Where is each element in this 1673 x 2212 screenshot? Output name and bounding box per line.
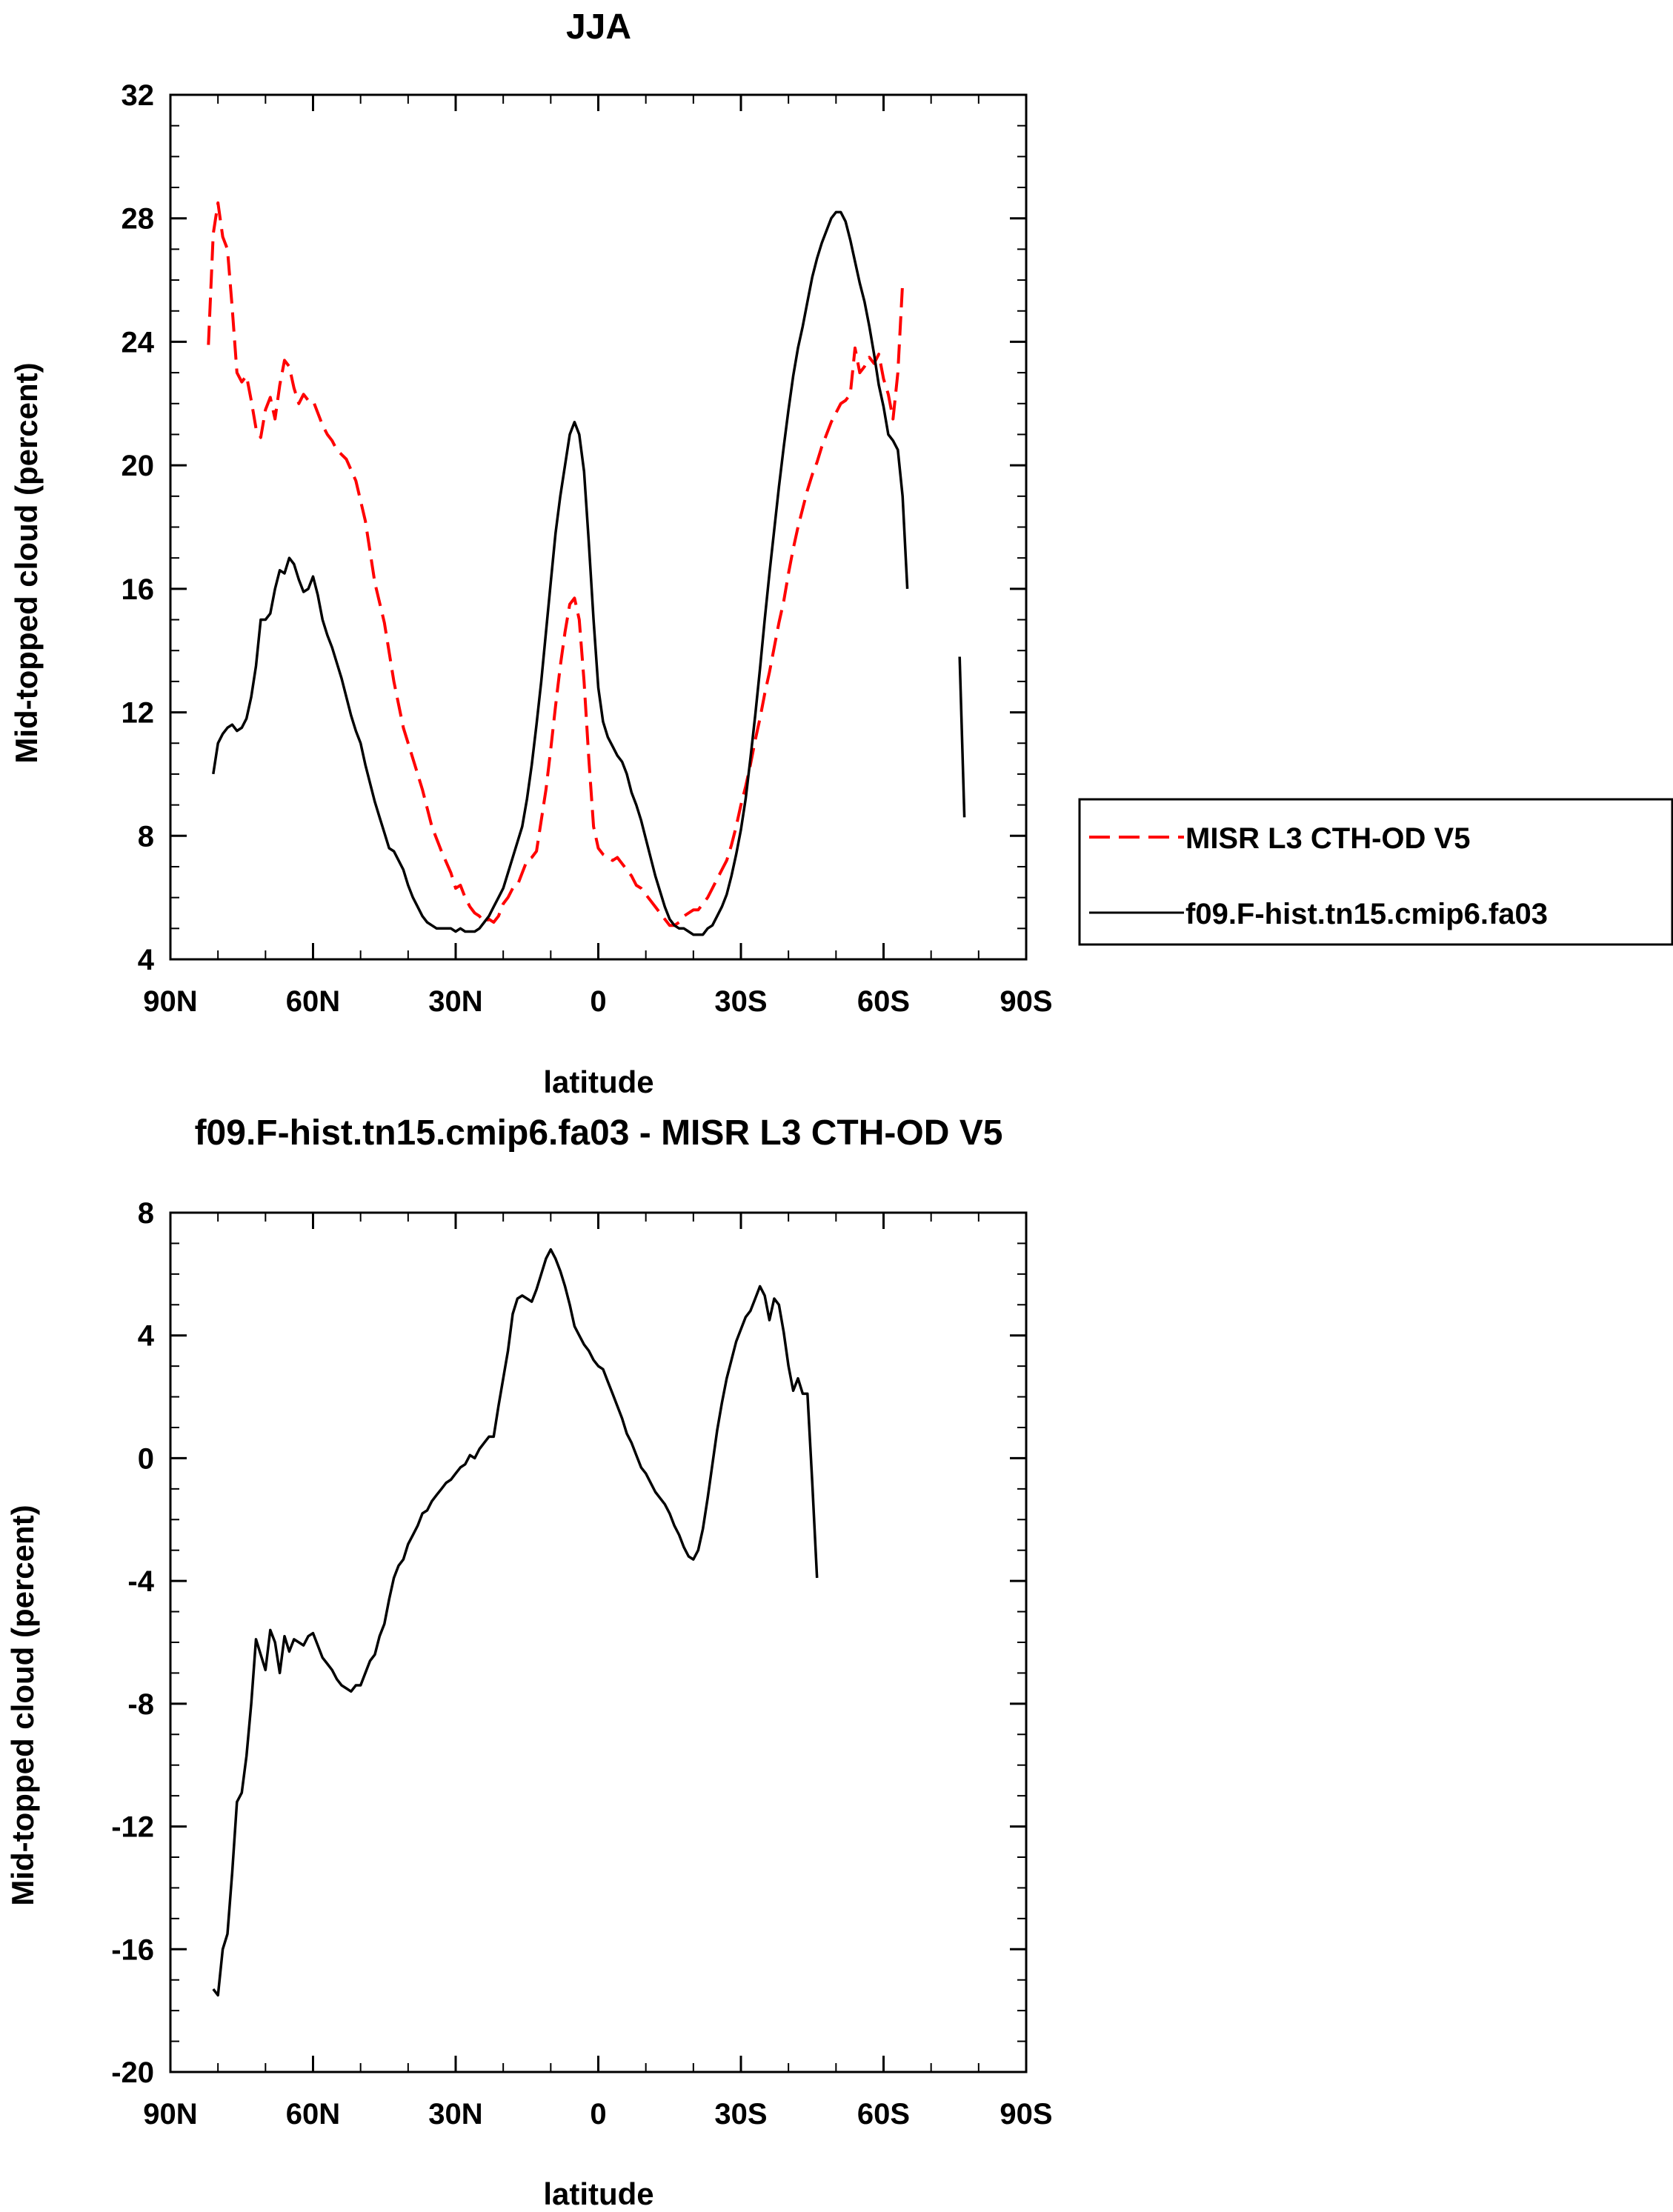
top-y-tick-label: 8 — [138, 820, 154, 853]
bottom-x-tick-label: 90S — [1000, 2098, 1052, 2131]
bottom-x-tick-label: 60S — [857, 2098, 910, 2131]
bottom-y-tick-label: 4 — [138, 1320, 155, 1353]
bottom-x-tick-label: 90N — [143, 2098, 197, 2131]
top-x-tick-label: 90N — [143, 985, 197, 1018]
bottom-panel-series — [212, 1247, 819, 1997]
top-series-line-f09-f-hist-tn15-cmip6-fa03-seg1 — [958, 656, 966, 818]
top-y-tick-label: 16 — [122, 573, 155, 606]
top-y-tick-label: 32 — [122, 79, 155, 112]
top-y-tick-label: 24 — [122, 326, 155, 359]
top-y-axis-label: Mid-topped cloud (percent) — [9, 362, 44, 763]
bottom-panel-title: f09.F-hist.tn15.cmip6.fa03 - MISR L3 CTH… — [195, 1113, 1003, 1153]
bottom-y-tick-label: -4 — [127, 1565, 154, 1598]
top-x-axis-label: latitude — [543, 1065, 653, 1099]
top-y-tick-label: 20 — [122, 450, 155, 482]
legend-label-misr: MISR L3 CTH-OD V5 — [1185, 822, 1470, 855]
bottom-y-tick-label: -8 — [127, 1688, 154, 1721]
top-panel-ticks: 90N 60N 30N 0 30S 60S 90S 4 8 12 16 20 24 28 32 — [122, 79, 1053, 1018]
top-x-tick-label: 60N — [286, 985, 340, 1018]
bottom-x-tick-label: 30N — [428, 2098, 482, 2131]
top-x-tick-label: 90S — [1000, 985, 1052, 1018]
bottom-y-tick-label: -20 — [111, 2056, 154, 2089]
bottom-y-tick-label: -16 — [111, 1933, 154, 1966]
top-panel-series — [207, 201, 966, 936]
bottom-y-tick-label: -12 — [111, 1811, 154, 1844]
bottom-x-axis-label: latitude — [543, 2176, 653, 2211]
top-y-tick-label: 28 — [122, 203, 155, 236]
top-x-tick-label: 60S — [857, 985, 910, 1018]
bottom-y-axis-label: Mid-topped cloud (percent) — [5, 1505, 40, 1905]
bottom-x-tick-label: 60N — [286, 2098, 340, 2131]
bottom-panel: f09.F-hist.tn15.cmip6.fa03 - MISR L3 CTH… — [5, 1113, 1053, 2211]
legend-label-model: f09.F-hist.tn15.cmip6.fa03 — [1185, 898, 1548, 930]
top-plot-frame — [169, 93, 1028, 961]
bottom-y-tick-label: 0 — [138, 1442, 154, 1475]
top-y-tick-label: 4 — [138, 944, 155, 976]
bottom-series-line-difference — [212, 1247, 819, 1997]
legend: MISR L3 CTH-OD V5 f09.F-hist.tn15.cmip6.… — [1078, 798, 1673, 946]
top-series-line-misr-l3-cth-od-v5 — [207, 201, 905, 927]
top-series-line-f09-f-hist-tn15-cmip6-fa03-seg0 — [212, 210, 909, 936]
top-x-tick-label: 30S — [714, 985, 767, 1018]
bottom-x-tick-label: 0 — [590, 2098, 606, 2131]
bottom-panel-ticks: 90N 60N 30N 0 30S 60S 90S -20 -16 -12 -8 -4 0 4 8 — [111, 1197, 1052, 2131]
bottom-y-tick-label: 8 — [138, 1197, 154, 1230]
bottom-plot-frame — [169, 1211, 1028, 2073]
legend-box — [1078, 798, 1673, 946]
top-y-tick-label: 12 — [122, 697, 155, 730]
bottom-x-tick-label: 30S — [714, 2098, 767, 2131]
top-x-tick-label: 30N — [428, 985, 482, 1018]
top-x-tick-label: 0 — [590, 985, 606, 1018]
top-panel-title: JJA — [566, 7, 631, 47]
top-panel: JJA 90N 60N 30N 0 30S 60S 90S 4 8 12 16 20 24 28 32 la… — [9, 7, 1053, 1099]
